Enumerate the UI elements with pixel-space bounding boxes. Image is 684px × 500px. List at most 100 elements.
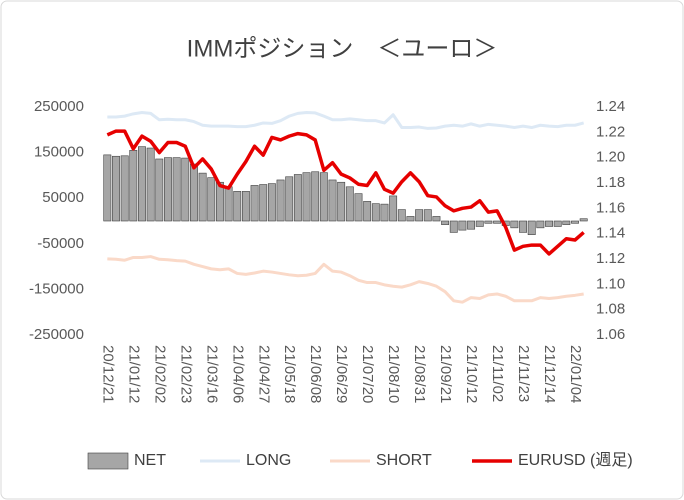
bar <box>172 157 181 222</box>
bar <box>449 220 458 233</box>
y2-tick-label: 1.06 <box>596 326 625 343</box>
line <box>107 255 584 304</box>
x-tick-label: 21/01/12 <box>125 345 142 403</box>
bar <box>207 177 216 222</box>
x-tick-label: 21/06/08 <box>307 345 324 403</box>
y-tick-label: -250000 <box>29 326 84 343</box>
y2-tick-label: 1.16 <box>596 199 625 216</box>
y-tick-label: 50000 <box>42 189 84 206</box>
bar <box>562 220 571 225</box>
bar <box>553 220 562 227</box>
bar <box>579 218 588 222</box>
bar <box>493 220 501 224</box>
x-tick-label: 21/06/29 <box>333 345 350 403</box>
bar <box>536 220 545 229</box>
bar <box>415 209 424 222</box>
bar <box>103 154 112 222</box>
bar <box>345 186 354 222</box>
bar <box>129 150 138 222</box>
bar <box>181 157 190 222</box>
legend-label: EURUSD (週足) <box>518 451 633 469</box>
bar <box>510 220 519 229</box>
bar <box>519 220 527 233</box>
bar <box>267 183 276 222</box>
bar <box>224 186 233 222</box>
bar <box>571 220 579 224</box>
bar <box>380 203 389 222</box>
x-tick-label: 21/02/02 <box>151 345 168 403</box>
x-tick-label: 21/11/23 <box>515 345 532 402</box>
x-tick-label: 21/03/16 <box>203 345 220 403</box>
bar <box>354 193 363 222</box>
bar <box>397 209 406 222</box>
y-tick-label: 250000 <box>34 98 84 115</box>
bar <box>250 185 259 222</box>
x-tick-label: 21/09/21 <box>437 345 454 403</box>
bar <box>190 163 198 222</box>
bar <box>276 179 285 222</box>
bar <box>467 220 476 230</box>
bar <box>363 201 372 222</box>
bar <box>112 155 120 222</box>
bar <box>337 181 346 222</box>
legend-label: SHORT <box>376 452 432 469</box>
bar <box>146 147 155 222</box>
bar <box>328 179 337 222</box>
bar <box>198 172 207 222</box>
bar <box>432 216 441 222</box>
bar <box>545 220 553 227</box>
bar <box>389 195 398 222</box>
bar <box>527 220 536 235</box>
y2-tick-label: 1.08 <box>596 301 625 318</box>
x-tick-label: 21/11/02 <box>489 345 506 402</box>
x-tick-label: 21/12/14 <box>541 345 558 403</box>
y2-tick-label: 1.24 <box>596 98 625 115</box>
x-tick-label: 21/04/27 <box>255 345 272 403</box>
bar <box>484 220 493 224</box>
bar <box>120 155 129 222</box>
y-tick-label: -50000 <box>37 235 84 252</box>
y-tick-label: 150000 <box>34 144 84 161</box>
bar <box>293 174 302 222</box>
bar <box>319 172 328 222</box>
x-tick-label: 21/07/20 <box>359 345 376 403</box>
y2-tick-label: 1.14 <box>596 225 625 242</box>
y2-tick-label: 1.12 <box>596 250 625 267</box>
x-tick-label: 21/08/10 <box>385 345 402 403</box>
line <box>106 129 585 256</box>
x-tick-label: 21/04/06 <box>229 345 246 403</box>
bar <box>155 158 164 222</box>
bar <box>233 191 242 222</box>
bar <box>441 220 450 225</box>
y2-tick-label: 1.20 <box>596 149 625 166</box>
x-tick-label: 21/02/23 <box>177 345 194 403</box>
x-tick-label: 21/10/12 <box>463 345 480 403</box>
legend-label: NET <box>134 452 166 469</box>
x-tick-label: 22/01/04 <box>567 345 584 403</box>
bar <box>285 176 294 222</box>
bar <box>259 184 268 222</box>
y2-tick-label: 1.22 <box>596 123 625 140</box>
y2-tick-label: 1.18 <box>596 174 625 191</box>
bar <box>458 220 467 231</box>
bar <box>406 216 415 222</box>
legend-swatch <box>87 452 129 470</box>
y-tick-label: -150000 <box>29 280 84 297</box>
bar <box>475 220 484 227</box>
bar <box>241 191 250 222</box>
bar <box>311 171 320 222</box>
y2-tick-label: 1.10 <box>596 275 625 292</box>
line <box>107 110 585 130</box>
chart-title: IMMポジション ＜ユーロ＞ <box>187 35 498 62</box>
legend-label: LONG <box>246 452 291 469</box>
bar <box>138 146 146 222</box>
bar <box>371 203 380 222</box>
bar <box>423 209 432 222</box>
x-tick-label: 20/12/21 <box>99 345 116 403</box>
bar <box>164 157 172 222</box>
x-tick-label: 21/08/31 <box>411 345 428 403</box>
bar <box>302 172 311 222</box>
x-tick-label: 21/05/18 <box>281 345 298 403</box>
